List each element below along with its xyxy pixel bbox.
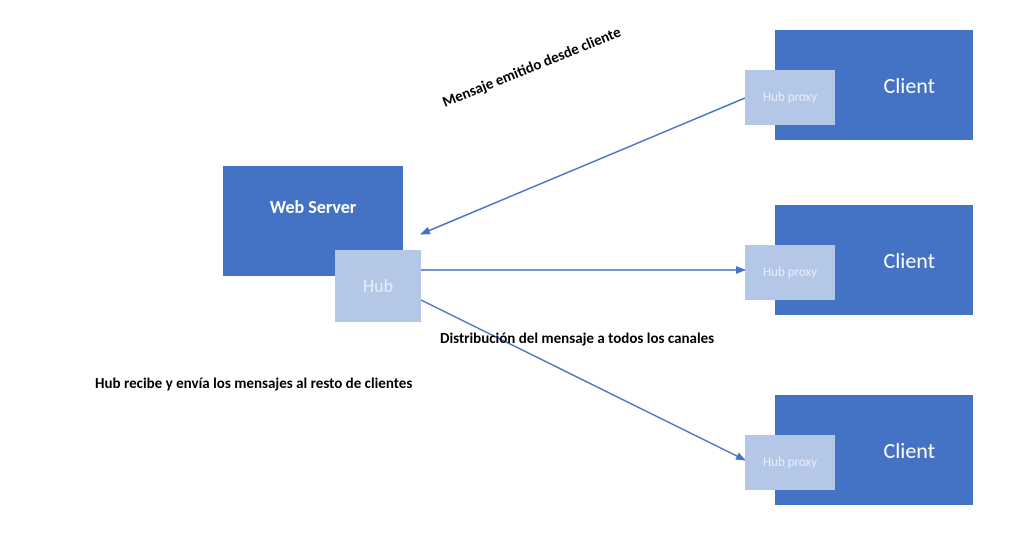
proxy2-label: Hub proxy xyxy=(763,265,817,280)
web-server-label: Web Server xyxy=(270,196,356,218)
label-msg-emitted-text: Mensaje emitido desde cliente xyxy=(440,24,624,112)
proxy2-node: Hub proxy xyxy=(745,245,835,300)
proxy1-label: Hub proxy xyxy=(763,90,817,105)
client1-label: Client xyxy=(884,72,936,99)
client2-label: Client xyxy=(884,247,936,274)
label-hub-receives: Hub recibe y envía los mensajes al resto… xyxy=(95,375,412,393)
proxy3-node: Hub proxy xyxy=(745,435,835,490)
proxy1-node: Hub proxy xyxy=(745,70,835,125)
client3-label: Client xyxy=(884,437,936,464)
label-hub-receives-text: Hub recibe y envía los mensajes al resto… xyxy=(95,375,412,393)
label-msg-emitted: Mensaje emitido desde cliente xyxy=(440,24,624,112)
hub-node: Hub xyxy=(335,250,421,322)
hub-label: Hub xyxy=(363,275,393,297)
edge-client1-to-hub xyxy=(421,98,745,234)
proxy3-label: Hub proxy xyxy=(763,455,817,470)
label-distribution-text: Distribución del mensaje a todos los can… xyxy=(440,330,714,348)
edge-hub-to-client3 xyxy=(421,300,745,460)
label-distribution: Distribución del mensaje a todos los can… xyxy=(440,330,714,348)
